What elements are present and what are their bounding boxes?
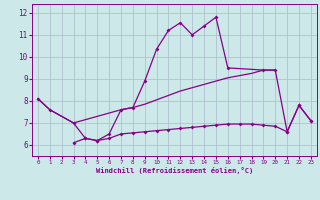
X-axis label: Windchill (Refroidissement éolien,°C): Windchill (Refroidissement éolien,°C) — [96, 167, 253, 174]
